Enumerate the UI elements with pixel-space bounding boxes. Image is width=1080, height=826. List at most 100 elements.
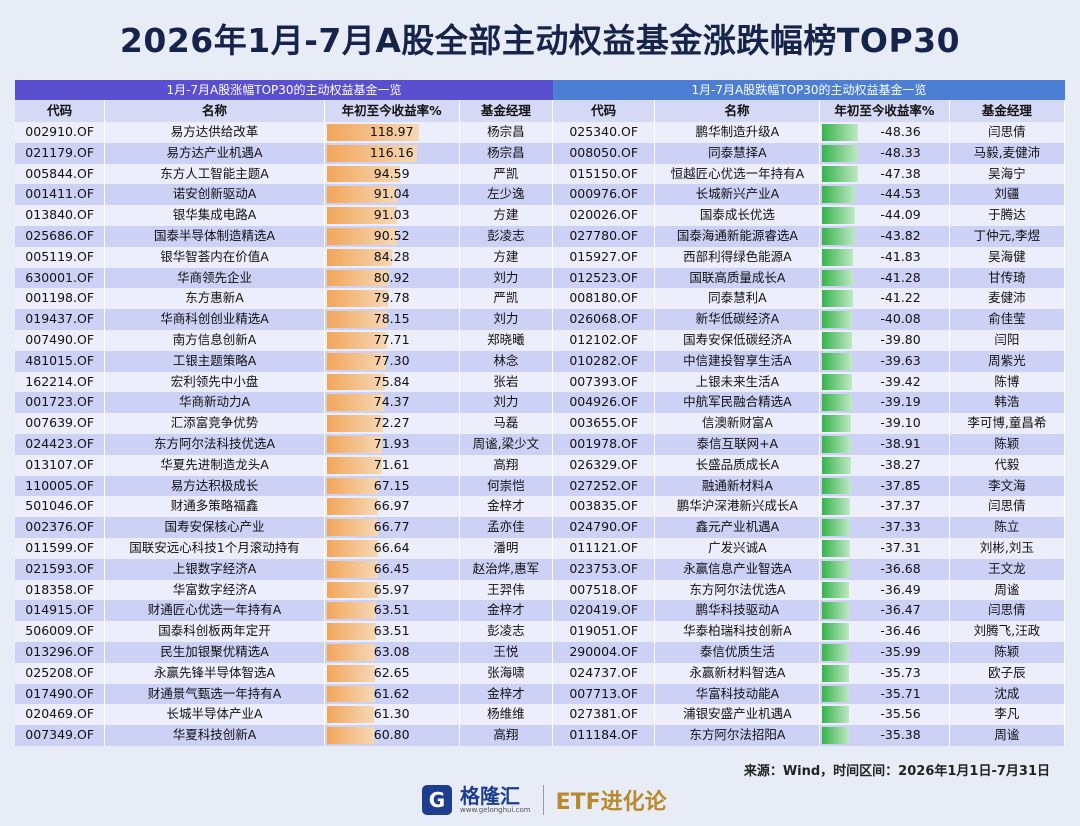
data-bar	[326, 311, 388, 328]
return-cell: 77.30	[325, 350, 460, 372]
manager: 彭凌志	[460, 225, 553, 247]
return-value: 62.65	[373, 664, 410, 680]
logo: G 格隆汇 www.gelonghui.com ETF进化论	[422, 784, 667, 816]
table-row: 005119.OF 银华智荟内在价值A 84.28 方建	[15, 246, 553, 268]
fund-code: 020419.OF	[553, 600, 656, 622]
data-bar	[822, 727, 849, 744]
return-cell: -39.19	[820, 392, 950, 414]
data-bar	[326, 373, 386, 391]
data-bar	[326, 560, 379, 578]
brand: ETF进化论	[555, 790, 667, 815]
table-row: 015150.OF 恒越匠心优选一年持有A -47.38 吴海宁	[553, 163, 1065, 185]
table-row: 000976.OF 长城新兴产业A -44.53 刘疆	[553, 184, 1065, 206]
manager: 闫思倩	[950, 122, 1065, 143]
fund-name: 财通匠心优选一年持有A	[105, 600, 325, 622]
return-cell: 79.78	[325, 288, 460, 310]
return-cell: -48.33	[820, 142, 950, 164]
return-value: 63.51	[373, 602, 410, 618]
fund-name: 中航军民融合精选A	[655, 392, 821, 414]
manager: 王羿伟	[460, 579, 553, 601]
manager: 欧子辰	[950, 662, 1065, 684]
return-cell: -39.42	[820, 371, 950, 393]
return-cell: -41.22	[820, 288, 950, 310]
fund-name: 融通新材料A	[655, 475, 821, 497]
return-cell: 77.71	[325, 329, 460, 351]
manager: 刘彬,刘玉	[950, 537, 1065, 559]
fund-code: 010282.OF	[553, 350, 656, 372]
separator	[542, 785, 544, 815]
data-bar	[326, 643, 376, 661]
return-value: 61.62	[373, 685, 410, 701]
fund-name: 中信建投智享生活A	[655, 350, 821, 372]
logo-name: 格隆汇	[460, 784, 520, 808]
fund-name: 长盛品质成长A	[655, 454, 821, 476]
return-value: -39.42	[880, 373, 921, 389]
return-value: 65.97	[373, 581, 410, 597]
data-bar	[822, 394, 852, 412]
fund-code: 007349.OF	[15, 725, 106, 746]
table-row: 015927.OF 西部利得绿色能源A -41.83 吴海健	[553, 246, 1065, 268]
fund-name: 银华集成电路A	[105, 205, 325, 226]
table-row: 290004.OF 泰信优质生活 -35.99 陈颖	[553, 641, 1065, 663]
fund-name: 汇添富竞争优势	[105, 413, 325, 434]
return-cell: -38.27	[820, 454, 950, 476]
data-bar	[822, 581, 850, 599]
return-cell: -37.33	[820, 517, 950, 538]
table-row: 025340.OF 鹏华制造升级A -48.36 闫思倩	[553, 122, 1065, 143]
table-row: 010282.OF 中信建投智享生活A -39.63 周紫光	[553, 350, 1065, 372]
table-row: 025686.OF 国泰半导体制造精选A 90.52 彭凌志	[15, 225, 553, 247]
data-bar	[822, 227, 855, 245]
table-row: 013840.OF 银华集成电路A 91.03 方建	[15, 205, 553, 226]
data-bar	[822, 623, 850, 640]
return-cell: 80.92	[325, 267, 460, 289]
table-row: 001978.OF 泰信互联网+A -38.91 陈颖	[553, 433, 1065, 455]
return-value: 91.03	[373, 207, 410, 223]
return-cell: -35.71	[820, 683, 950, 705]
table-row: 011121.OF 广发兴诚A -37.31 刘彬,刘玉	[553, 537, 1065, 559]
return-value: 63.08	[373, 643, 410, 659]
column-header: 代码	[15, 100, 106, 122]
table-caption: 1月-7月A股跌幅TOP30的主动权益基金一览	[553, 80, 1065, 100]
manager: 陈颖	[950, 433, 1065, 455]
return-value: 72.27	[373, 415, 410, 431]
fund-name: 广发兴诚A	[655, 537, 821, 559]
manager: 陈博	[950, 371, 1065, 393]
return-cell: -35.38	[820, 725, 950, 746]
return-cell: -35.56	[820, 704, 950, 726]
fund-name: 泰信优质生活	[655, 641, 821, 663]
fund-code: 014915.OF	[15, 600, 106, 622]
fund-code: 008180.OF	[553, 288, 656, 310]
data-bar	[822, 248, 854, 266]
table-row: 024790.OF 鑫元产业机遇A -37.33 陈立	[553, 517, 1065, 538]
manager: 刘力	[460, 392, 553, 414]
manager: 张海啸	[460, 662, 553, 684]
fund-code: 021593.OF	[15, 558, 106, 580]
manager: 周谧	[950, 725, 1065, 746]
return-value: -44.53	[880, 186, 921, 202]
manager: 方建	[460, 246, 553, 268]
return-value: 90.52	[373, 227, 410, 243]
fund-name: 永赢信息产业智选A	[655, 558, 821, 580]
fund-name: 财通多策略福鑫	[105, 496, 325, 518]
table-row: 003835.OF 鹏华沪深港新兴成长A -37.37 闫思倩	[553, 496, 1065, 518]
table-row: 013107.OF 华夏先进制造龙头A 71.61 高翔	[15, 454, 553, 476]
table-row: 026068.OF 新华低碳经济A -40.08 俞佳莹	[553, 309, 1065, 330]
fund-code: 019051.OF	[553, 621, 656, 642]
fund-code: 011599.OF	[15, 537, 106, 559]
manager: 孟亦佳	[460, 517, 553, 538]
return-value: 60.80	[373, 727, 410, 743]
table-row: 007490.OF 南方信息创新A 77.71 郑晓曦	[15, 329, 553, 351]
data-bar	[822, 685, 849, 703]
fund-name: 财通景气甄选一年持有A	[105, 683, 325, 705]
data-bar	[822, 664, 849, 682]
table-row: 007393.OF 上银未来生活A -39.42 陈博	[553, 371, 1065, 393]
column-header: 基金经理	[460, 100, 553, 122]
return-cell: 63.08	[325, 641, 460, 663]
return-cell: -36.49	[820, 579, 950, 601]
data-bar	[326, 498, 379, 516]
table-row: 506009.OF 国泰科创板两年定开 63.51 彭凌志	[15, 621, 553, 642]
logo-text: 格隆汇 www.gelonghui.com	[460, 786, 531, 814]
data-bar	[822, 290, 853, 308]
return-value: 66.45	[373, 560, 410, 576]
